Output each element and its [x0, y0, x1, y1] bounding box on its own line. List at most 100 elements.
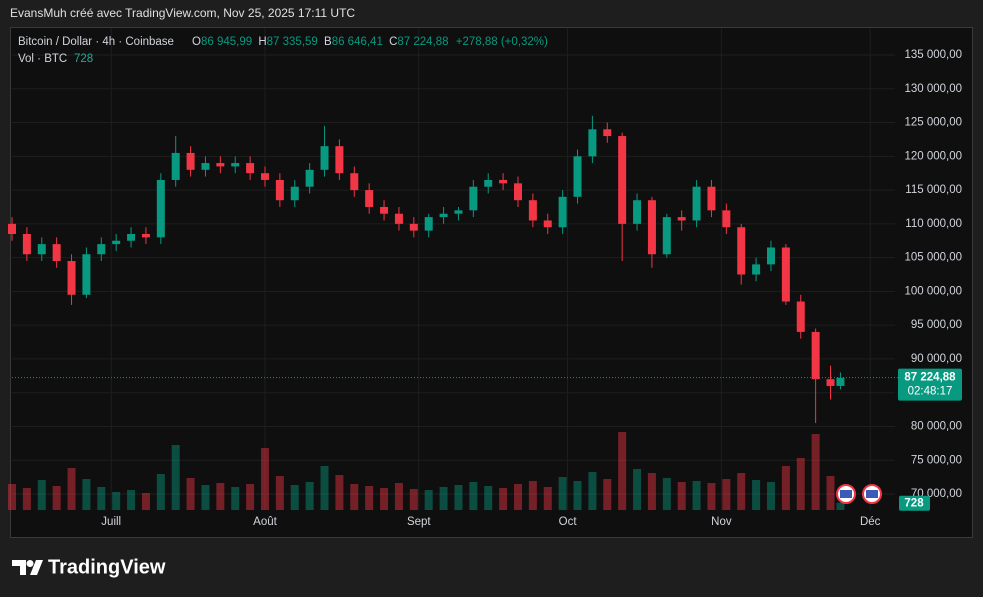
candle-body	[156, 179, 165, 238]
candle-body	[499, 179, 508, 184]
volume-bar	[350, 484, 359, 510]
volume-bar	[320, 466, 329, 510]
candle-body	[52, 244, 61, 261]
volume-bar	[484, 486, 493, 510]
symbol: Bitcoin / Dollar · 4h · Coinbase	[18, 36, 174, 48]
volume-legend-value: 728	[74, 53, 93, 65]
y-tick-label: 130 000,00	[904, 83, 962, 95]
x-tick-label: Déc	[860, 516, 881, 528]
volume-bar	[127, 490, 136, 510]
volume-bar	[513, 484, 522, 510]
candle-body	[246, 163, 255, 174]
candle-body	[781, 247, 790, 302]
legend-change: +278,88 (+0,32%)	[456, 36, 548, 48]
legend-key: H	[258, 36, 266, 48]
volume-bar	[647, 473, 656, 510]
volume-bar	[201, 485, 210, 510]
candle-body	[67, 260, 76, 295]
volume-bar	[618, 432, 627, 510]
volume-bar	[365, 486, 374, 510]
legend-key: B	[324, 36, 332, 48]
legend-value: 86 646,41	[332, 36, 383, 48]
volume-bar	[394, 483, 403, 510]
candle-body	[171, 152, 180, 180]
volume-bar	[231, 487, 240, 510]
candle-body	[677, 217, 686, 221]
volume-bar	[380, 488, 389, 510]
volume-bar	[186, 478, 195, 510]
candle-body	[290, 186, 299, 201]
y-tick-label: 120 000,00	[904, 150, 962, 162]
volume-bar	[275, 476, 284, 510]
flag	[840, 490, 852, 498]
candle-body	[320, 146, 329, 170]
volume-bar	[836, 502, 845, 510]
candle-body	[141, 233, 150, 238]
candle-body	[424, 217, 433, 231]
x-tick-label: Oct	[559, 516, 578, 528]
candle-body	[275, 179, 284, 201]
candle-body	[603, 129, 612, 137]
volume-bar	[766, 482, 775, 510]
candle-body	[82, 254, 91, 295]
candle-body	[335, 146, 344, 174]
volume-bar	[52, 486, 61, 510]
volume-bar	[305, 482, 314, 510]
candle-body	[826, 379, 835, 386]
y-tick-label: 105 000,00	[904, 252, 962, 264]
volume-bar	[141, 493, 150, 510]
volume-bar	[588, 472, 597, 510]
volume-bar	[246, 484, 255, 510]
candle-body	[231, 163, 240, 167]
candle-body	[752, 264, 761, 275]
brand-logo: TradingView	[12, 556, 166, 578]
volume-bar	[573, 481, 582, 510]
brand: TradingView	[48, 556, 166, 578]
candle-body	[692, 186, 701, 221]
candle-body	[766, 247, 775, 265]
candle-body	[469, 186, 478, 211]
volume-pane	[8, 432, 845, 510]
candle-body	[528, 200, 537, 221]
volume-bar	[528, 481, 537, 510]
candle-body	[439, 213, 448, 218]
candle-body	[260, 173, 269, 180]
y-tick-label: 75 000,00	[911, 454, 962, 466]
y-tick-label: 80 000,00	[911, 420, 962, 432]
volume-bar	[439, 487, 448, 510]
ohlc-legend: O86 945,99 H87 335,59 B86 646,41 C87 224…	[192, 36, 548, 48]
candle-body	[409, 223, 418, 231]
volume-bar	[290, 485, 299, 510]
candle-body	[722, 210, 731, 228]
y-tick-label: 100 000,00	[904, 285, 962, 297]
volume-bar	[37, 480, 46, 510]
volume-tag-label: 728	[904, 497, 924, 509]
candle-body	[647, 200, 656, 255]
x-tick-label: Nov	[711, 516, 732, 528]
volume-bar	[22, 488, 31, 510]
x-tick-label: Juill	[101, 516, 121, 528]
candles	[8, 115, 845, 424]
candle-body	[836, 377, 845, 386]
volume-bar	[811, 434, 820, 510]
candle-body	[350, 173, 359, 191]
volume-bar	[216, 483, 225, 510]
y-tick-label: 95 000,00	[911, 319, 962, 331]
volume-bar	[424, 490, 433, 510]
candle-body	[707, 186, 716, 211]
y-tick-label: 115 000,00	[905, 184, 962, 196]
volume-bar	[171, 445, 180, 510]
candle-body	[305, 169, 314, 187]
candle-body	[484, 179, 493, 187]
volume-bar	[156, 474, 165, 510]
candle-body	[216, 163, 225, 167]
y-tick-label: 135 000,00	[904, 49, 962, 61]
volume-bar	[781, 466, 790, 510]
candle-body	[588, 129, 597, 157]
candle-body	[97, 244, 106, 255]
candle-body	[8, 223, 16, 234]
volume-tag	[899, 495, 930, 511]
last-price-label: 87 224,88	[904, 372, 956, 384]
